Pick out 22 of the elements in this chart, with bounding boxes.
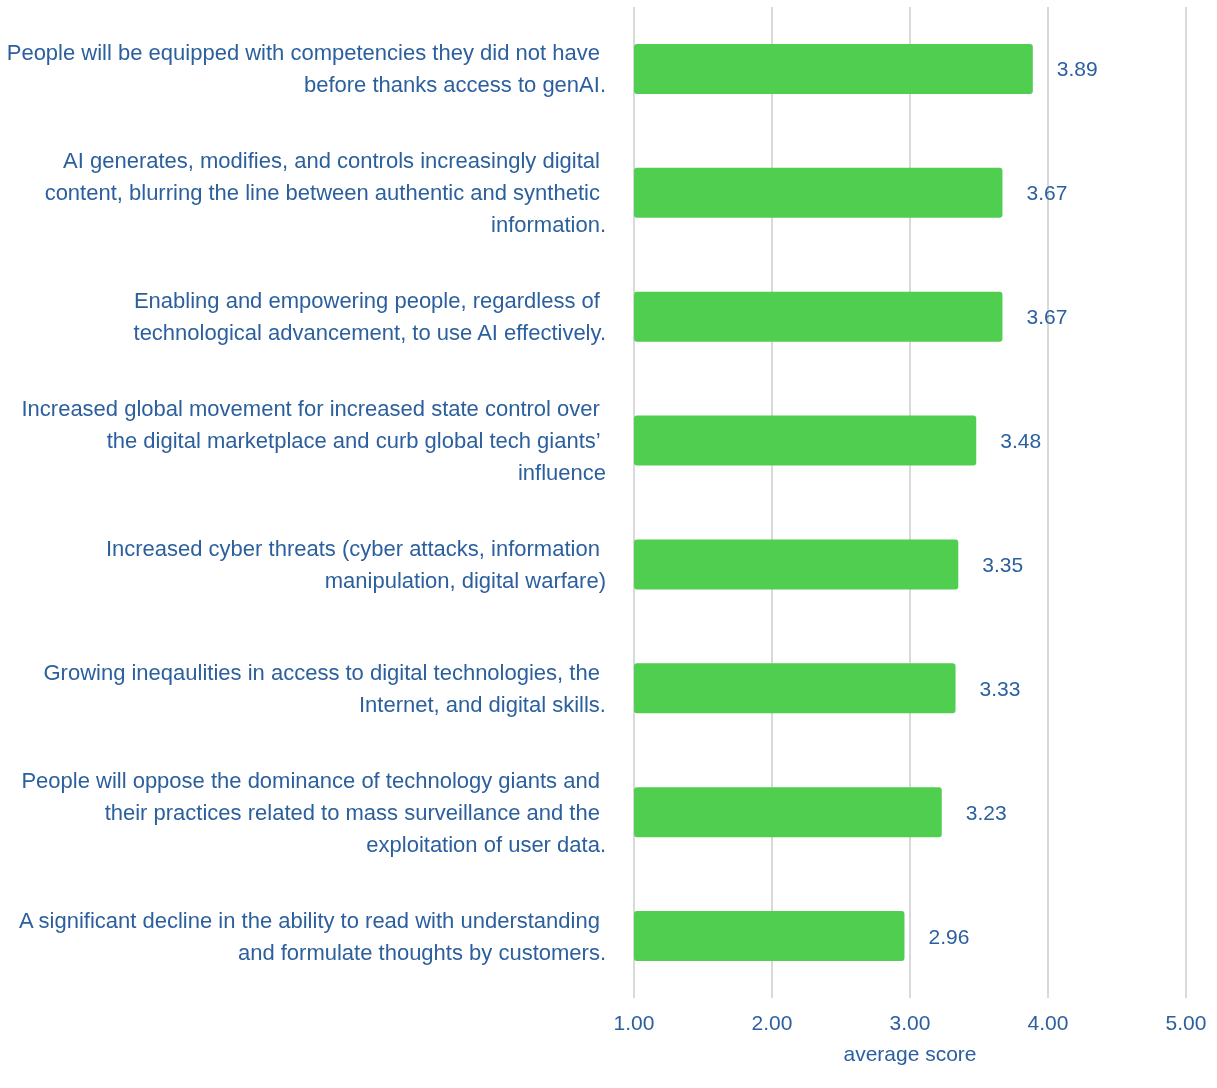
- y-tick-label: People will be equipped with competencies they did not have before thanks access to genAI.: [6, 40, 606, 98]
- x-tick-label: 3.00: [889, 1011, 931, 1034]
- y-tick-label: Enabling and empowering people, regardless of technological advancement, to use AI effectively.: [133, 288, 606, 346]
- x-tick-label: 5.00: [1165, 1011, 1207, 1034]
- y-tick-label: Increased cyber threats (cyber attacks, information manipulation, digital warfare): [105, 535, 606, 593]
- data-label: 2.96: [928, 924, 970, 948]
- y-tick-label: Increased global movement for increased state control over the digital marketplace and curb global tech giants’ influence: [21, 396, 606, 486]
- data-label: 3.23: [965, 800, 1007, 824]
- data-label: 3.48: [1000, 429, 1042, 453]
- x-tick-label: 1.00: [613, 1011, 655, 1034]
- y-tick-label: AI generates, modifies, and controls increasingly digital content, blurring the line between authentic and synthetic information.: [44, 148, 606, 238]
- x-tick-label: 2.00: [751, 1011, 793, 1034]
- y-tick-label: A significant decline in the ability to read with understanding and formulate thoughts by customers.: [18, 907, 606, 965]
- x-axis-title: average score: [843, 1042, 977, 1065]
- y-tick-label: Growing ineqaulities in access to digital technologies, the Internet, and digital skills.: [43, 659, 606, 717]
- data-label: 3.35: [982, 552, 1024, 576]
- data-label: 3.33: [979, 676, 1021, 700]
- y-tick-label: People will oppose the dominance of technology giants and their practices related to mass surveillance and the exploitation of user data.: [21, 767, 606, 857]
- data-label: 3.67: [1026, 181, 1068, 205]
- data-label: 3.67: [1026, 305, 1068, 329]
- data-label: 3.89: [1056, 57, 1098, 81]
- x-tick-label: 4.00: [1027, 1011, 1069, 1034]
